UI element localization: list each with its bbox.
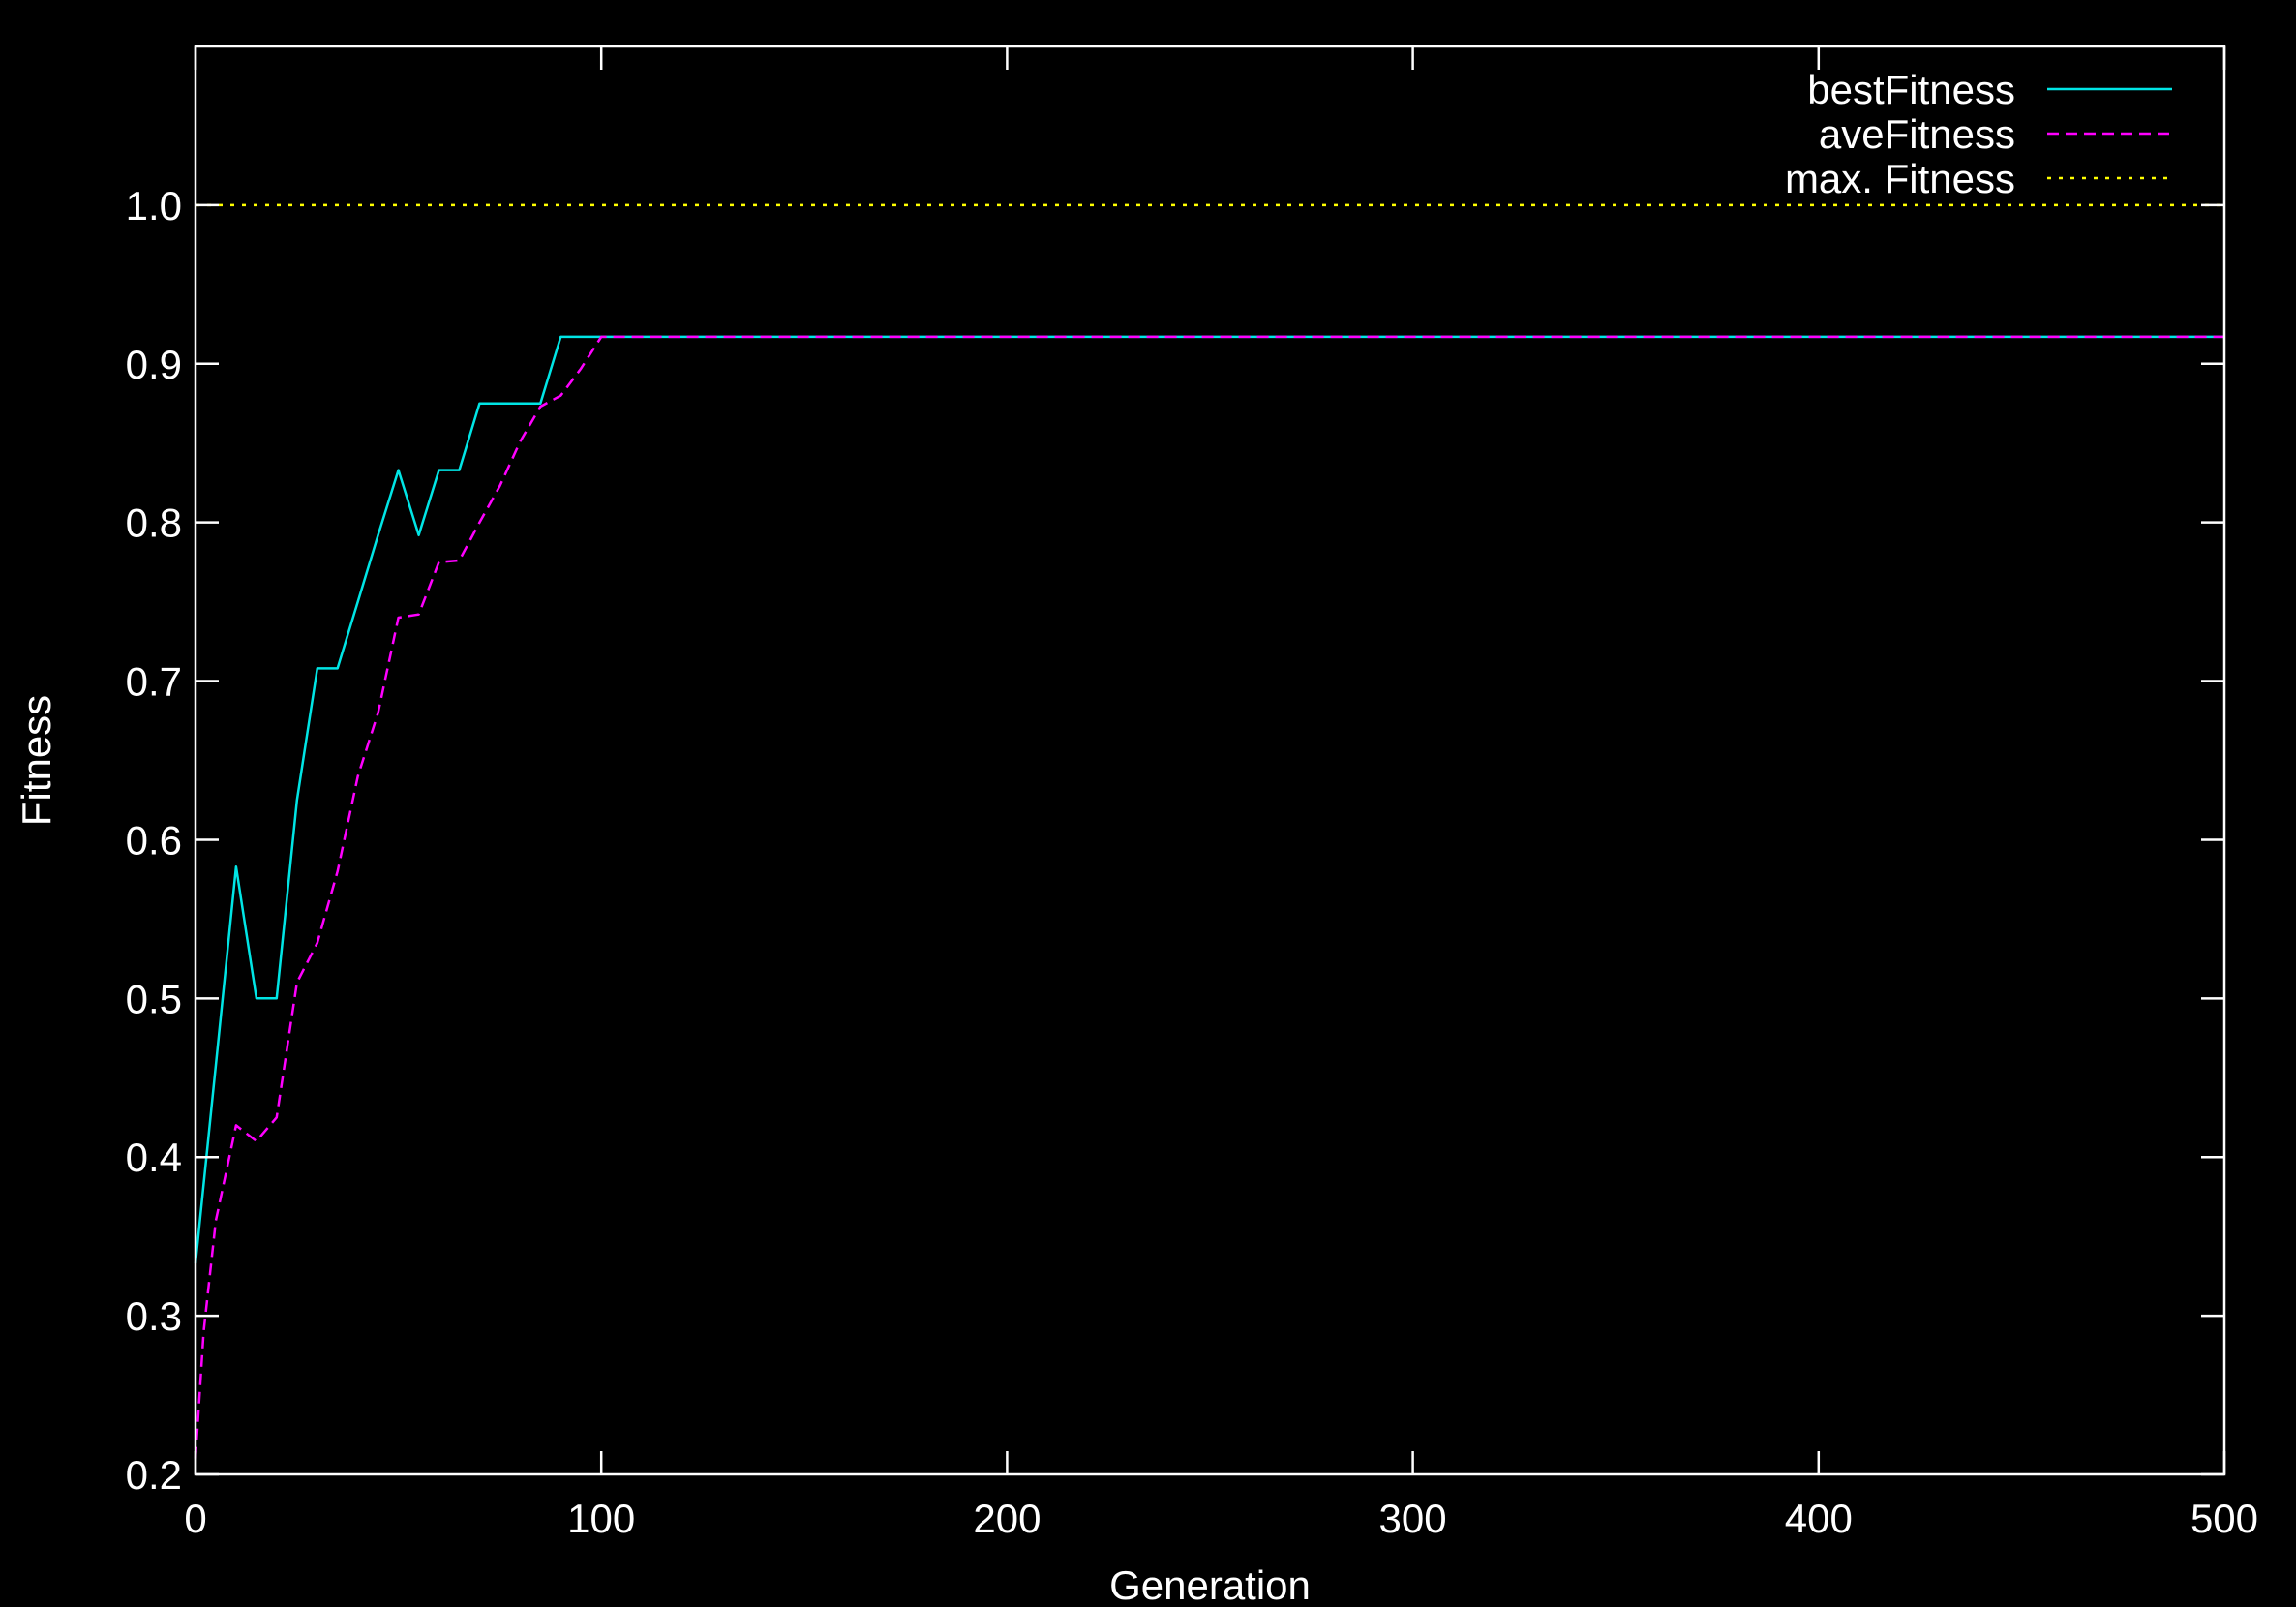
x-tick-label: 500	[2190, 1496, 2258, 1541]
y-tick-label: 0.7	[126, 659, 182, 705]
ticks-layer: 0.2 0.3 0.4 0.5 0.6 0.7 0.8 0.9 1.0 0 100 200 300 400…	[126, 46, 2258, 1541]
x-tick-label: 200	[973, 1496, 1041, 1541]
legend-label: max. Fitness	[1785, 156, 2015, 201]
y-tick-label: 1.0	[126, 183, 182, 228]
y-tick-label: 0.3	[126, 1293, 182, 1339]
y-tick-label: 0.4	[126, 1135, 182, 1180]
y-axis-label: Fitness	[14, 695, 59, 826]
legend-label: aveFitness	[1819, 111, 2015, 157]
y-tick-label: 0.9	[126, 342, 182, 387]
x-tick-label: 100	[567, 1496, 635, 1541]
x-tick-label: 400	[1785, 1496, 1853, 1541]
y-tick-label: 0.2	[126, 1452, 182, 1498]
x-axis-label: Generation	[1109, 1562, 1311, 1607]
x-tick-label: 300	[1379, 1496, 1447, 1541]
legend-label: bestFitness	[1807, 67, 2015, 112]
x-tick-label: 0	[184, 1496, 206, 1541]
plot-frame	[194, 45, 2226, 1476]
y-tick-label: 0.8	[126, 500, 182, 546]
series-line-1	[194, 335, 2224, 1459]
series-line-0	[194, 335, 2224, 1264]
series-layer	[194, 203, 2224, 1459]
y-tick-label: 0.6	[126, 817, 182, 863]
y-tick-label: 0.5	[126, 976, 182, 1021]
